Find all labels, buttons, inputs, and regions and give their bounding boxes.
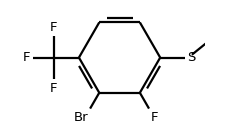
Text: Br: Br	[74, 111, 88, 124]
Text: F: F	[151, 111, 158, 124]
Text: F: F	[50, 82, 58, 94]
Text: F: F	[50, 21, 58, 34]
Text: S: S	[187, 51, 196, 64]
Text: F: F	[22, 51, 30, 64]
